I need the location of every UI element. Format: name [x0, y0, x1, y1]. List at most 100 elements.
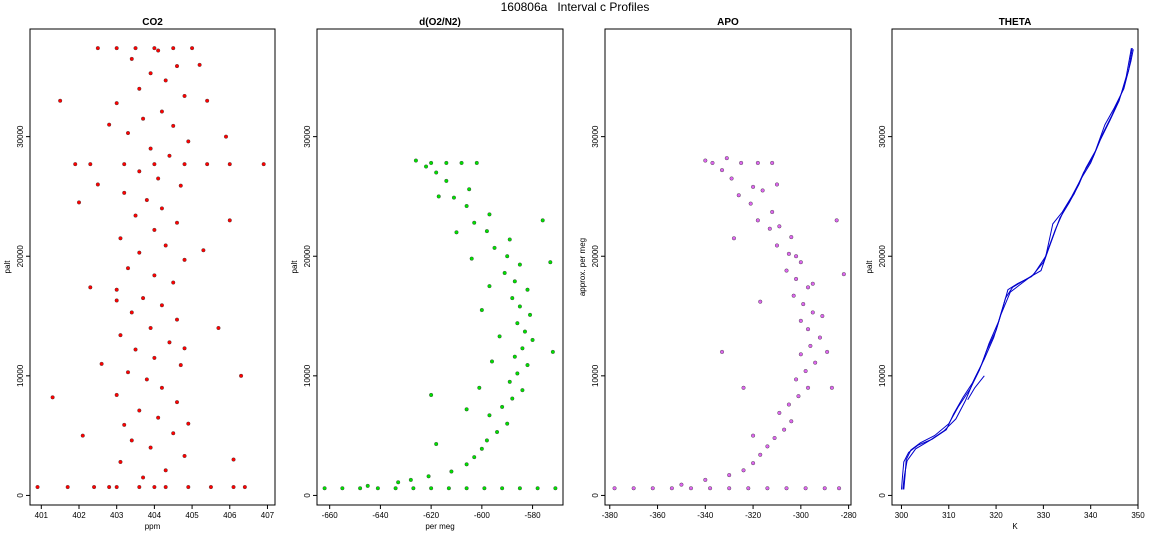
co2-data-point	[114, 392, 119, 397]
co2-data-point	[163, 243, 168, 248]
do2n2-data-point	[446, 486, 451, 491]
apo-data-point	[841, 272, 846, 277]
apo-x-tick-label: -320	[745, 511, 762, 520]
co2-data-point	[114, 485, 119, 490]
apo-data-point	[729, 176, 734, 181]
co2-x-tick-label: 404	[148, 511, 162, 520]
co2-data-point	[144, 198, 149, 203]
co2-data-point	[190, 46, 195, 51]
co2-data-point	[163, 78, 168, 83]
co2-data-point	[125, 370, 130, 375]
co2-x-tick-label: 405	[185, 511, 199, 520]
apo-data-point	[688, 486, 693, 491]
figure-title: 160806a Interval c Profiles	[500, 0, 650, 14]
apo-data-point	[739, 160, 744, 165]
theta-profile-line	[901, 49, 1134, 490]
co2-data-point	[174, 220, 179, 225]
do2n2-data-point	[487, 413, 492, 418]
co2-data-point	[76, 200, 81, 205]
do2n2-data-point	[434, 442, 439, 447]
theta-profile-line	[967, 375, 985, 401]
apo-data-point	[650, 486, 655, 491]
apo-data-point	[794, 377, 799, 382]
theta-y-tick-label: 20000	[878, 245, 887, 268]
apo-data-point	[801, 302, 806, 307]
co2-data-point	[137, 485, 142, 490]
apo-data-point	[774, 182, 779, 187]
co2-data-point	[141, 296, 146, 301]
apo-x-tick-label: -340	[697, 511, 714, 520]
theta-x-tick-label: 350	[1131, 511, 1145, 520]
apo-data-point	[803, 486, 808, 491]
do2n2-x-tick-label: -600	[474, 511, 491, 520]
co2-x-axis-label: ppm	[145, 522, 161, 531]
co2-data-point	[223, 134, 228, 139]
apo-data-point	[772, 436, 777, 441]
do2n2-data-point	[464, 407, 469, 412]
co2-data-point	[114, 298, 119, 303]
apo-data-point	[777, 224, 782, 229]
apo-x-tick-label: -300	[793, 511, 810, 520]
do2n2-x-tick-label: -660	[322, 511, 339, 520]
do2n2-data-point	[444, 178, 449, 183]
do2n2-data-point	[393, 486, 398, 491]
do2n2-data-point	[517, 486, 522, 491]
apo-data-point	[751, 461, 756, 466]
do2n2-data-point	[507, 237, 512, 242]
co2-data-point	[152, 355, 157, 360]
co2-data-point	[92, 485, 97, 490]
do2n2-data-point	[467, 187, 472, 192]
theta-x-tick-label: 300	[895, 511, 909, 520]
do2n2-data-point	[517, 304, 522, 309]
do2n2-data-point	[550, 349, 555, 354]
apo-data-point	[724, 156, 729, 161]
do2n2-data-point	[482, 486, 487, 491]
do2n2-data-point	[522, 329, 527, 334]
co2-data-point	[182, 453, 187, 458]
do2n2-x-axis-label: per meg	[425, 522, 454, 531]
co2-data-point	[148, 445, 153, 450]
co2-data-point	[152, 227, 157, 232]
apo-data-point	[758, 299, 763, 304]
apo-data-point	[806, 285, 811, 290]
co2-data-point	[148, 325, 153, 330]
do2n2-data-point	[451, 195, 456, 200]
apo-data-point	[798, 352, 803, 357]
apo-data-point	[767, 226, 772, 231]
co2-data-point	[107, 485, 112, 490]
theta-y-tick-label: 30000	[878, 125, 887, 148]
apo-data-point	[789, 419, 794, 424]
co2-data-point	[167, 340, 172, 345]
do2n2-data-point	[487, 212, 492, 217]
apo-data-point	[708, 486, 713, 491]
co2-data-point	[73, 162, 78, 167]
do2n2-data-point	[426, 474, 431, 479]
apo-data-point	[822, 486, 827, 491]
apo-data-point	[703, 158, 708, 163]
apo-data-point	[760, 188, 765, 193]
apo-data-point	[825, 349, 830, 354]
co2-data-point	[171, 123, 176, 128]
apo-title: APO	[717, 17, 739, 28]
apo-data-point	[774, 243, 779, 248]
apo-data-point	[631, 486, 636, 491]
apo-data-point	[829, 385, 834, 390]
co2-data-point	[159, 385, 164, 390]
theta-x-tick-label: 310	[942, 511, 956, 520]
apo-y-tick-label: 0	[591, 493, 600, 498]
theta-y-axis-label: palt	[865, 260, 874, 274]
co2-data-point	[227, 218, 232, 223]
co2-data-point	[152, 46, 157, 51]
co2-data-point	[205, 162, 210, 167]
do2n2-data-point	[548, 260, 553, 265]
co2-data-point	[216, 325, 221, 330]
do2n2-data-point	[449, 469, 454, 474]
do2n2-data-point	[510, 396, 515, 401]
co2-data-point	[35, 485, 40, 490]
theta-x-tick-label: 320	[989, 511, 1003, 520]
co2-data-point	[133, 213, 138, 218]
do2n2-data-point	[429, 160, 434, 165]
apo-data-point	[789, 235, 794, 240]
co2-data-point	[50, 395, 55, 400]
panel-theta: THETA 300 310 320 330 340 350 0 10000 20000 30000 K…	[865, 17, 1145, 531]
